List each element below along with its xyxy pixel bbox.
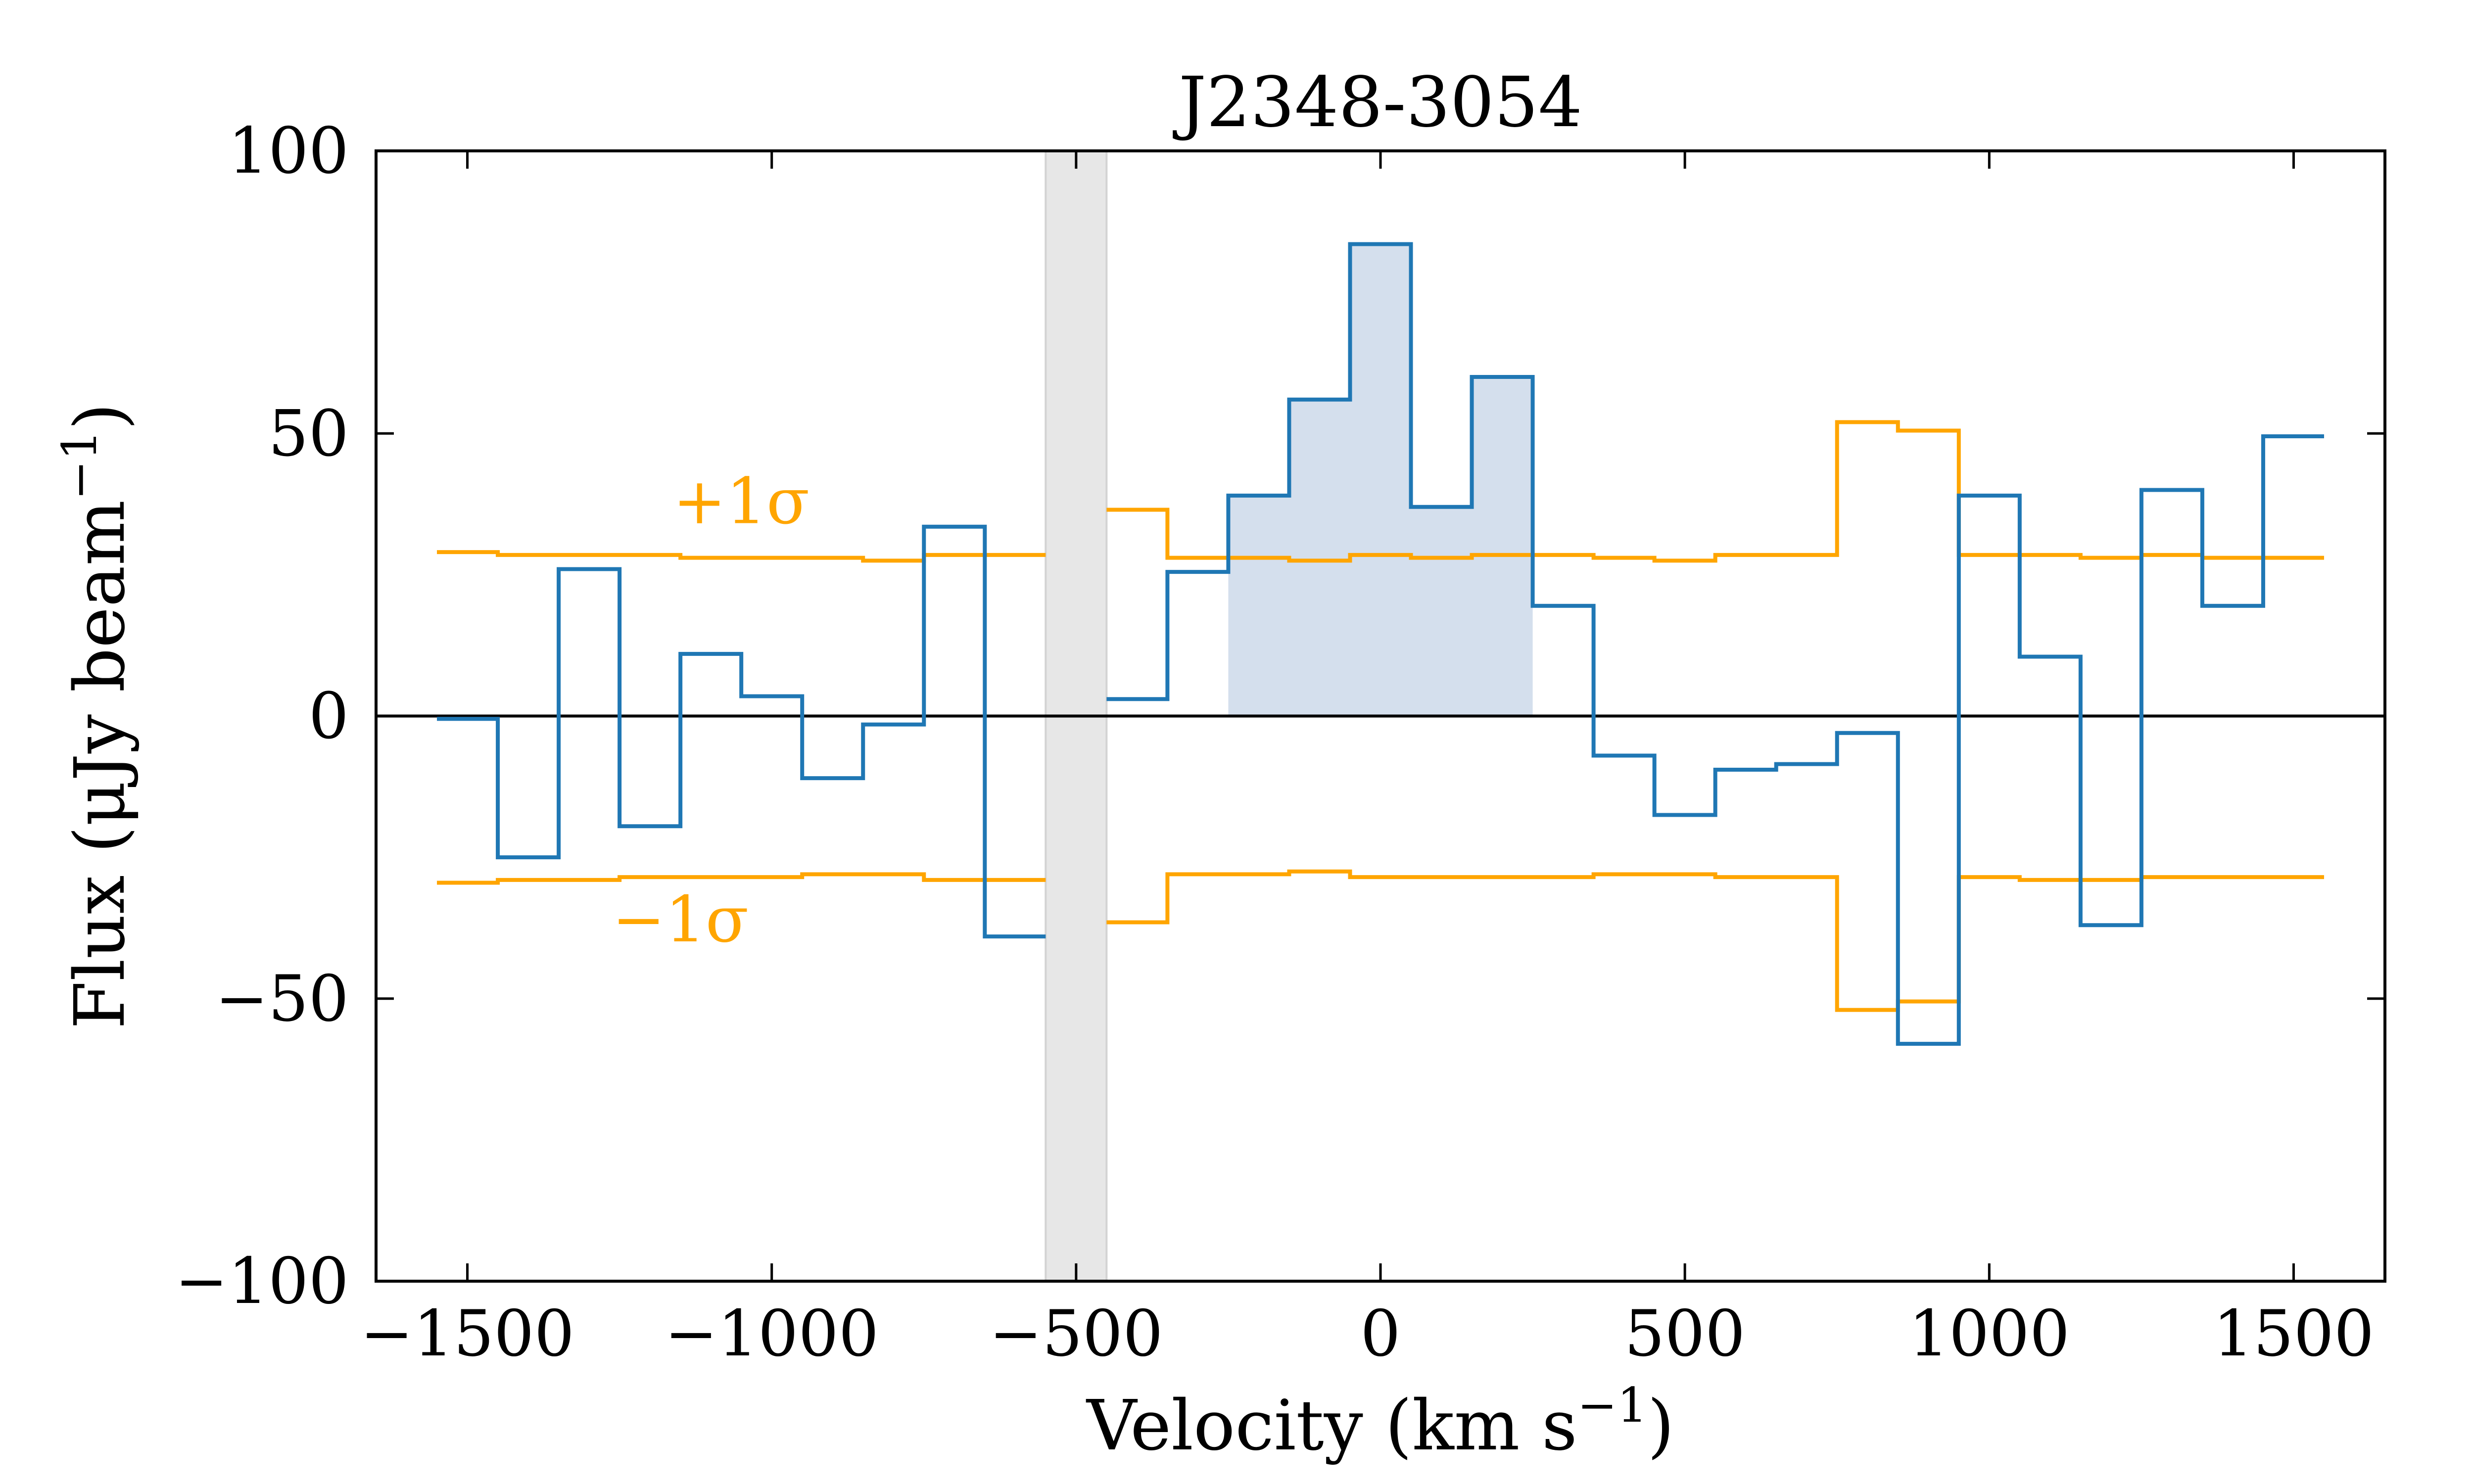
y-axis-label: Flux (μJy beam−1) [52,403,141,1029]
flux-step-line-1 [437,524,1046,939]
plot-frame [375,149,2386,1283]
x-axis-label-exponent: −1 [1577,1378,1648,1433]
sigma-plus-label: +1σ [673,464,809,538]
flux-step-line-2 [1106,242,2324,1046]
x-axis-label: Velocity (km s−1) [1086,1378,1674,1466]
y-axis-label-close: ) [60,403,141,430]
y-tick-label: 0 [309,680,349,753]
x-axis-label-close: ) [1647,1386,1674,1466]
sigma-plus-step-line-1 [437,550,1046,563]
sigma-minus-label: −1σ [612,883,749,957]
y-axis-label-main: Flux (μJy beam [60,500,141,1029]
line-region-fill [1228,244,1533,716]
y-tick-label: 50 [268,397,349,470]
x-tick-label: 500 [1624,1297,1745,1371]
y-tick-label: −100 [175,1245,349,1318]
y-tick-label: −50 [215,962,349,1036]
x-tick-label: −1000 [665,1297,879,1371]
y-tick-label: 100 [228,114,349,188]
x-tick-label: 0 [1360,1297,1400,1371]
sigma-minus-step-line-1 [437,872,1046,885]
y-axis-label-exponent: −1 [52,430,107,500]
x-tick-label: −1500 [360,1297,574,1371]
plot-area [376,150,2385,1282]
x-axis-label-main: Velocity (km s [1086,1386,1577,1466]
chart-title: J2348-3054 [1173,62,1582,143]
x-tick-label: 1500 [2213,1297,2375,1371]
sigma-plus-step-line-2 [1106,420,2324,563]
x-tick-label: 1000 [1908,1297,2070,1371]
x-tick-label: −500 [989,1297,1163,1371]
sigma-annotations: +1σ −1σ [612,464,809,956]
